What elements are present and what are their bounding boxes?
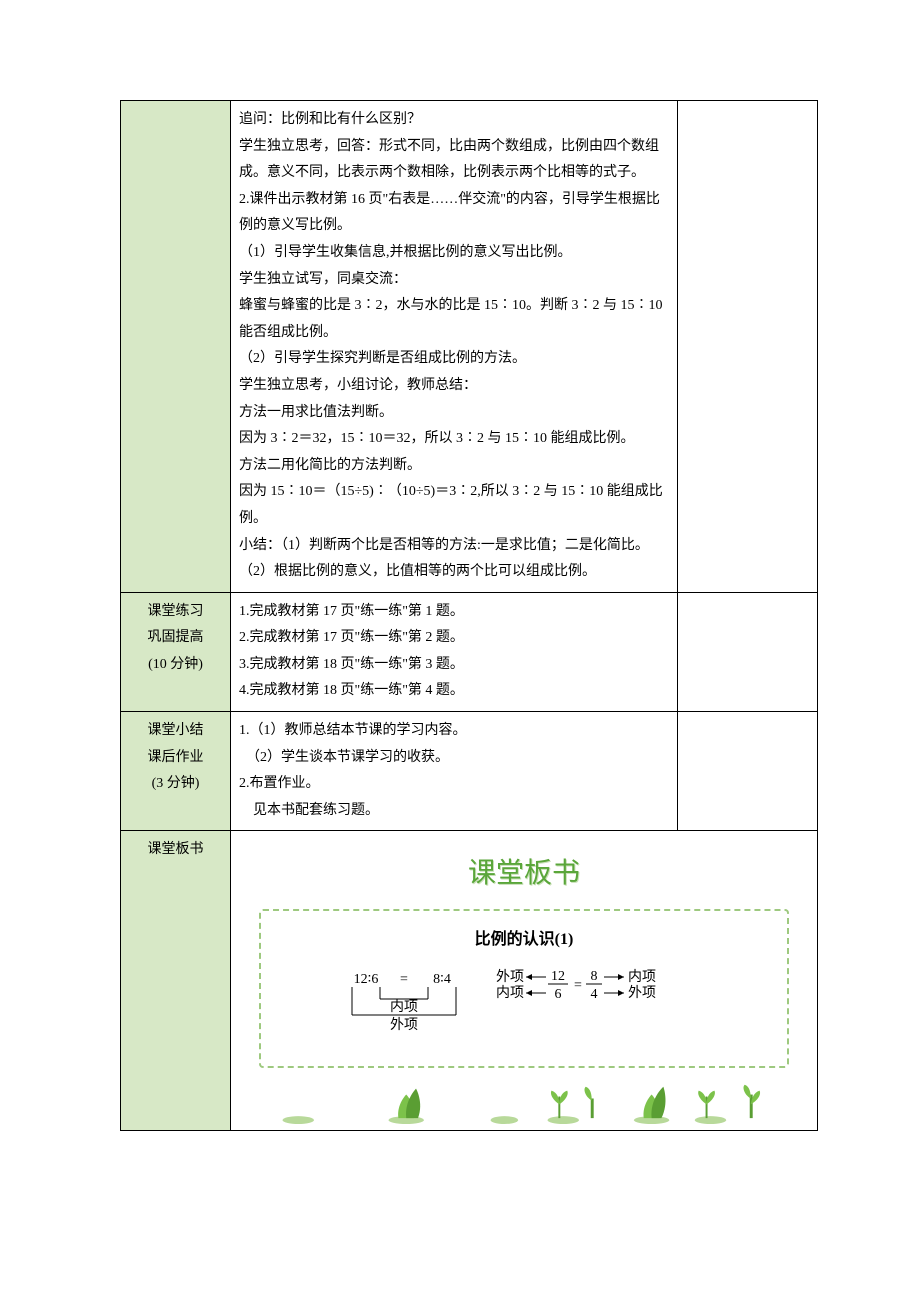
diag-outer-top: 外项 <box>496 969 524 985</box>
row4-content: 课堂板书 比例的认识(1) 12∶6 = 8∶4 <box>231 831 818 1130</box>
table-row: 课堂小结 课后作业 (3 分钟) 1.（1）教师总结本节课的学习内容。 （2）学… <box>121 712 818 831</box>
row2-notes <box>678 592 818 711</box>
diag-inner: 内项 <box>390 999 418 1015</box>
diag-eq: = <box>400 972 408 987</box>
row1-label <box>121 101 231 593</box>
text-line: 小结：（1）判断两个比是否相等的方法:一是求比值；二是化简比。（2）根据比例的意… <box>239 538 649 580</box>
text-line: 方法二用化简比的方法判断。 <box>239 458 421 473</box>
board-title: 课堂板书 <box>259 847 789 900</box>
diag-outer-r: 外项 <box>628 985 656 1001</box>
text-line: 追问：比例和比有什么区别？ <box>239 112 421 127</box>
label-line: (3 分钟) <box>129 771 222 798</box>
row2-content: 1.完成教材第 17 页"练一练"第 1 题。 2.完成教材第 17 页"练一练… <box>231 592 678 711</box>
lesson-table: 追问：比例和比有什么区别？ 学生独立思考，回答：形式不同，比由两个数组成，比例由… <box>120 100 818 1131</box>
text-line: 1.完成教材第 17 页"练一练"第 1 题。 <box>239 604 464 619</box>
label-line: 课堂小结 <box>129 718 222 745</box>
text-line: （2）引导学生探究判断是否组成比例的方法。 <box>239 351 526 366</box>
row1-content: 追问：比例和比有什么区别？ 学生独立思考，回答：形式不同，比由两个数组成，比例由… <box>231 101 678 593</box>
diag-f1n: 12 <box>551 969 565 984</box>
table-row: 课堂练习 巩固提高 (10 分钟) 1.完成教材第 17 页"练一练"第 1 题… <box>121 592 818 711</box>
text-line: 2.课件出示教材第 16 页"右表是……伴交流"的内容，引导学生根据比例的意义写… <box>239 192 660 234</box>
row2-label: 课堂练习 巩固提高 (10 分钟) <box>121 592 231 711</box>
text-line: 见本书配套练习题。 <box>239 803 379 818</box>
board-heading: 比例的认识(1) <box>271 925 777 955</box>
board-frame: 比例的认识(1) 12∶6 = 8∶4 <box>259 909 789 1068</box>
text-line: 方法一用求比值法判断。 <box>239 405 393 420</box>
text-line: 学生独立思考，回答：形式不同，比由两个数组成，比例由四个数组成。意义不同，比表示… <box>239 139 659 181</box>
text-line: 蜂蜜与蜂蜜的比是 3∶2，水与水的比是 15∶10。判断 3∶2 与 15∶10… <box>239 298 663 340</box>
row3-label: 课堂小结 课后作业 (3 分钟) <box>121 712 231 831</box>
board-diagram: 12∶6 = 8∶4 内项 <box>271 965 777 1046</box>
diag-inner-top: 内项 <box>496 985 524 1001</box>
label-line: 课堂板书 <box>148 842 204 857</box>
label-line: (10 分钟) <box>129 652 222 679</box>
text-line: 学生独立思考，小组讨论，教师总结： <box>239 378 477 393</box>
plants-decoration <box>259 1074 789 1124</box>
diag-f2n: 8 <box>591 969 598 984</box>
diag-eq2: = <box>574 978 582 993</box>
row3-content: 1.（1）教师总结本节课的学习内容。 （2）学生谈本节课学习的收获。 2.布置作… <box>231 712 678 831</box>
page: 追问：比例和比有什么区别？ 学生独立思考，回答：形式不同，比由两个数组成，比例由… <box>0 0 920 1171</box>
diag-inner-r: 内项 <box>628 969 656 985</box>
text-line: 4.完成教材第 18 页"练一练"第 4 题。 <box>239 683 464 698</box>
table-row: 追问：比例和比有什么区别？ 学生独立思考，回答：形式不同，比由两个数组成，比例由… <box>121 101 818 593</box>
text-line: （2）学生谈本节课学习的收获。 <box>239 750 449 765</box>
text-line: 2.完成教材第 17 页"练一练"第 2 题。 <box>239 630 464 645</box>
diag-outer: 外项 <box>390 1017 418 1033</box>
label-line: 巩固提高 <box>129 625 222 652</box>
diag-f2d: 4 <box>591 987 598 1002</box>
row1-notes <box>678 101 818 593</box>
diag-a: 12∶6 <box>354 972 379 987</box>
text-line: 1.（1）教师总结本节课的学习内容。 <box>239 723 467 738</box>
label-line: 课后作业 <box>129 745 222 772</box>
row3-notes <box>678 712 818 831</box>
diag-b: 8∶4 <box>433 972 451 987</box>
table-row: 课堂板书 课堂板书 比例的认识(1) 12∶6 = 8∶4 <box>121 831 818 1130</box>
text-line: 学生独立试写，同桌交流： <box>239 272 407 287</box>
diag-f1d: 6 <box>555 987 562 1002</box>
text-line: 因为 3∶2＝32，15∶10＝32，所以 3∶2 与 15∶10 能组成比例。 <box>239 431 635 446</box>
text-line: 2.布置作业。 <box>239 776 320 791</box>
text-line: 因为 15∶10＝（15÷5)∶（10÷5)＝3∶2,所以 3∶2 与 15∶1… <box>239 484 663 526</box>
label-line: 课堂练习 <box>129 599 222 626</box>
text-line: 3.完成教材第 18 页"练一练"第 3 题。 <box>239 657 464 672</box>
row4-label: 课堂板书 <box>121 831 231 1130</box>
board-wrap: 课堂板书 比例的认识(1) 12∶6 = 8∶4 <box>239 837 809 1123</box>
text-line: （1）引导学生收集信息,并根据比例的意义写出比例。 <box>239 245 572 260</box>
